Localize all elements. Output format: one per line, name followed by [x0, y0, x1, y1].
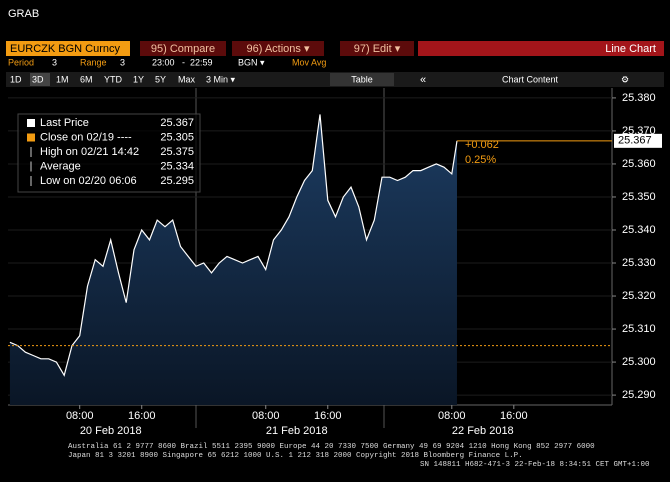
- y-tick-label: 25.380: [622, 92, 656, 104]
- change-pct-annotation: 0.25%: [465, 154, 496, 166]
- footer: [0, 436, 670, 482]
- y-tick-label: 25.310: [622, 323, 656, 335]
- legend-label: Low on 02/20 06:06: [40, 175, 137, 187]
- x-tick-label: 08:00: [438, 410, 466, 422]
- period[interactable]: 3D: [32, 74, 44, 84]
- period[interactable]: 1Y: [133, 74, 144, 84]
- setting[interactable]: 22:59: [190, 57, 213, 67]
- security[interactable]: EURCZK BGN Curncy: [10, 43, 121, 55]
- period[interactable]: 5Y: [155, 74, 166, 84]
- menu-button[interactable]: [340, 41, 414, 56]
- legend-value: 25.375: [160, 146, 194, 158]
- period[interactable]: 1M: [56, 74, 69, 84]
- table-button[interactable]: [330, 73, 394, 86]
- y-tick-label: 25.340: [622, 224, 656, 236]
- y-tick-label: 25.350: [622, 191, 656, 203]
- x-tick-label: 08:00: [252, 410, 280, 422]
- period[interactable]: Max: [178, 74, 196, 84]
- footer-line: SN 148811 H682-471-3 22-Feb-18 8:34:51 C…: [420, 461, 650, 469]
- menu-label[interactable]: 96) Actions ▾: [247, 43, 310, 55]
- x-day-label: 21 Feb 2018: [266, 425, 328, 437]
- legend-label: High on 02/21 14:42: [40, 146, 139, 158]
- menu-button[interactable]: [140, 41, 226, 56]
- chart-content[interactable]: Chart Content: [502, 74, 559, 84]
- setting[interactable]: 23:00: [152, 57, 175, 67]
- setting[interactable]: Period: [8, 57, 34, 67]
- menu-label[interactable]: 97) Edit ▾: [354, 43, 401, 55]
- y-tick-label: 25.330: [622, 257, 656, 269]
- legend-box: [17, 113, 201, 193]
- x-day-label: 20 Feb 2018: [80, 425, 142, 437]
- period[interactable]: 3 Min ▾: [206, 74, 236, 84]
- price-line: [9, 114, 458, 377]
- legend-label: Close on 02/19 ----: [40, 131, 132, 143]
- setting[interactable]: 3: [120, 57, 125, 67]
- legend-label: Average: [40, 160, 81, 172]
- chart-kind[interactable]: Line Chart: [605, 43, 656, 55]
- period[interactable]: 1D: [10, 74, 22, 84]
- last-price-tag: [614, 133, 662, 148]
- x-day-label: 22 Feb 2018: [452, 425, 514, 437]
- menu-label[interactable]: 95) Compare: [151, 43, 215, 55]
- collapse-icon[interactable]: «: [420, 74, 426, 86]
- settings-icon[interactable]: ⚙: [621, 74, 629, 84]
- y-tick-label: 25.360: [622, 158, 656, 170]
- legend-icon: [27, 133, 35, 142]
- legend-value: 25.305: [160, 131, 194, 143]
- setting[interactable]: -: [182, 57, 185, 67]
- chart-kind-bar[interactable]: [418, 41, 664, 56]
- x-tick-label: 16:00: [314, 410, 342, 422]
- setting[interactable]: BGN ▾: [238, 57, 265, 67]
- legend-icon: [27, 119, 35, 127]
- period[interactable]: 6M: [80, 74, 93, 84]
- legend-value: 25.367: [160, 117, 194, 129]
- y-tick-label: 25.320: [622, 290, 656, 302]
- x-tick-label: 08:00: [66, 410, 94, 422]
- menu-button[interactable]: [232, 41, 324, 56]
- footer-line: Australia 61 2 9777 8600 Brazil 5511 239…: [68, 443, 595, 451]
- setting[interactable]: 3: [52, 57, 57, 67]
- x-tick-label: 16:00: [128, 410, 156, 422]
- app-title: GRAB: [8, 8, 39, 20]
- last-price-tag-label: 25.367: [618, 135, 652, 147]
- period-active[interactable]: [30, 73, 50, 86]
- period[interactable]: YTD: [104, 74, 123, 84]
- change-annotation: +0.062: [465, 139, 499, 151]
- legend-value: 25.295: [160, 175, 194, 187]
- y-tick-label: 25.290: [622, 389, 656, 401]
- security-box[interactable]: [6, 41, 130, 56]
- y-tick-label: 25.300: [622, 356, 656, 368]
- footer-line: Japan 81 3 3201 8900 Singapore 65 6212 1…: [68, 452, 523, 460]
- legend-label: Last Price: [40, 117, 89, 129]
- setting[interactable]: Mov Avg: [292, 57, 326, 67]
- table-label[interactable]: Table: [351, 74, 373, 84]
- setting[interactable]: Range: [80, 57, 107, 67]
- legend-value: 25.334: [160, 160, 194, 172]
- x-tick-label: 16:00: [500, 410, 528, 422]
